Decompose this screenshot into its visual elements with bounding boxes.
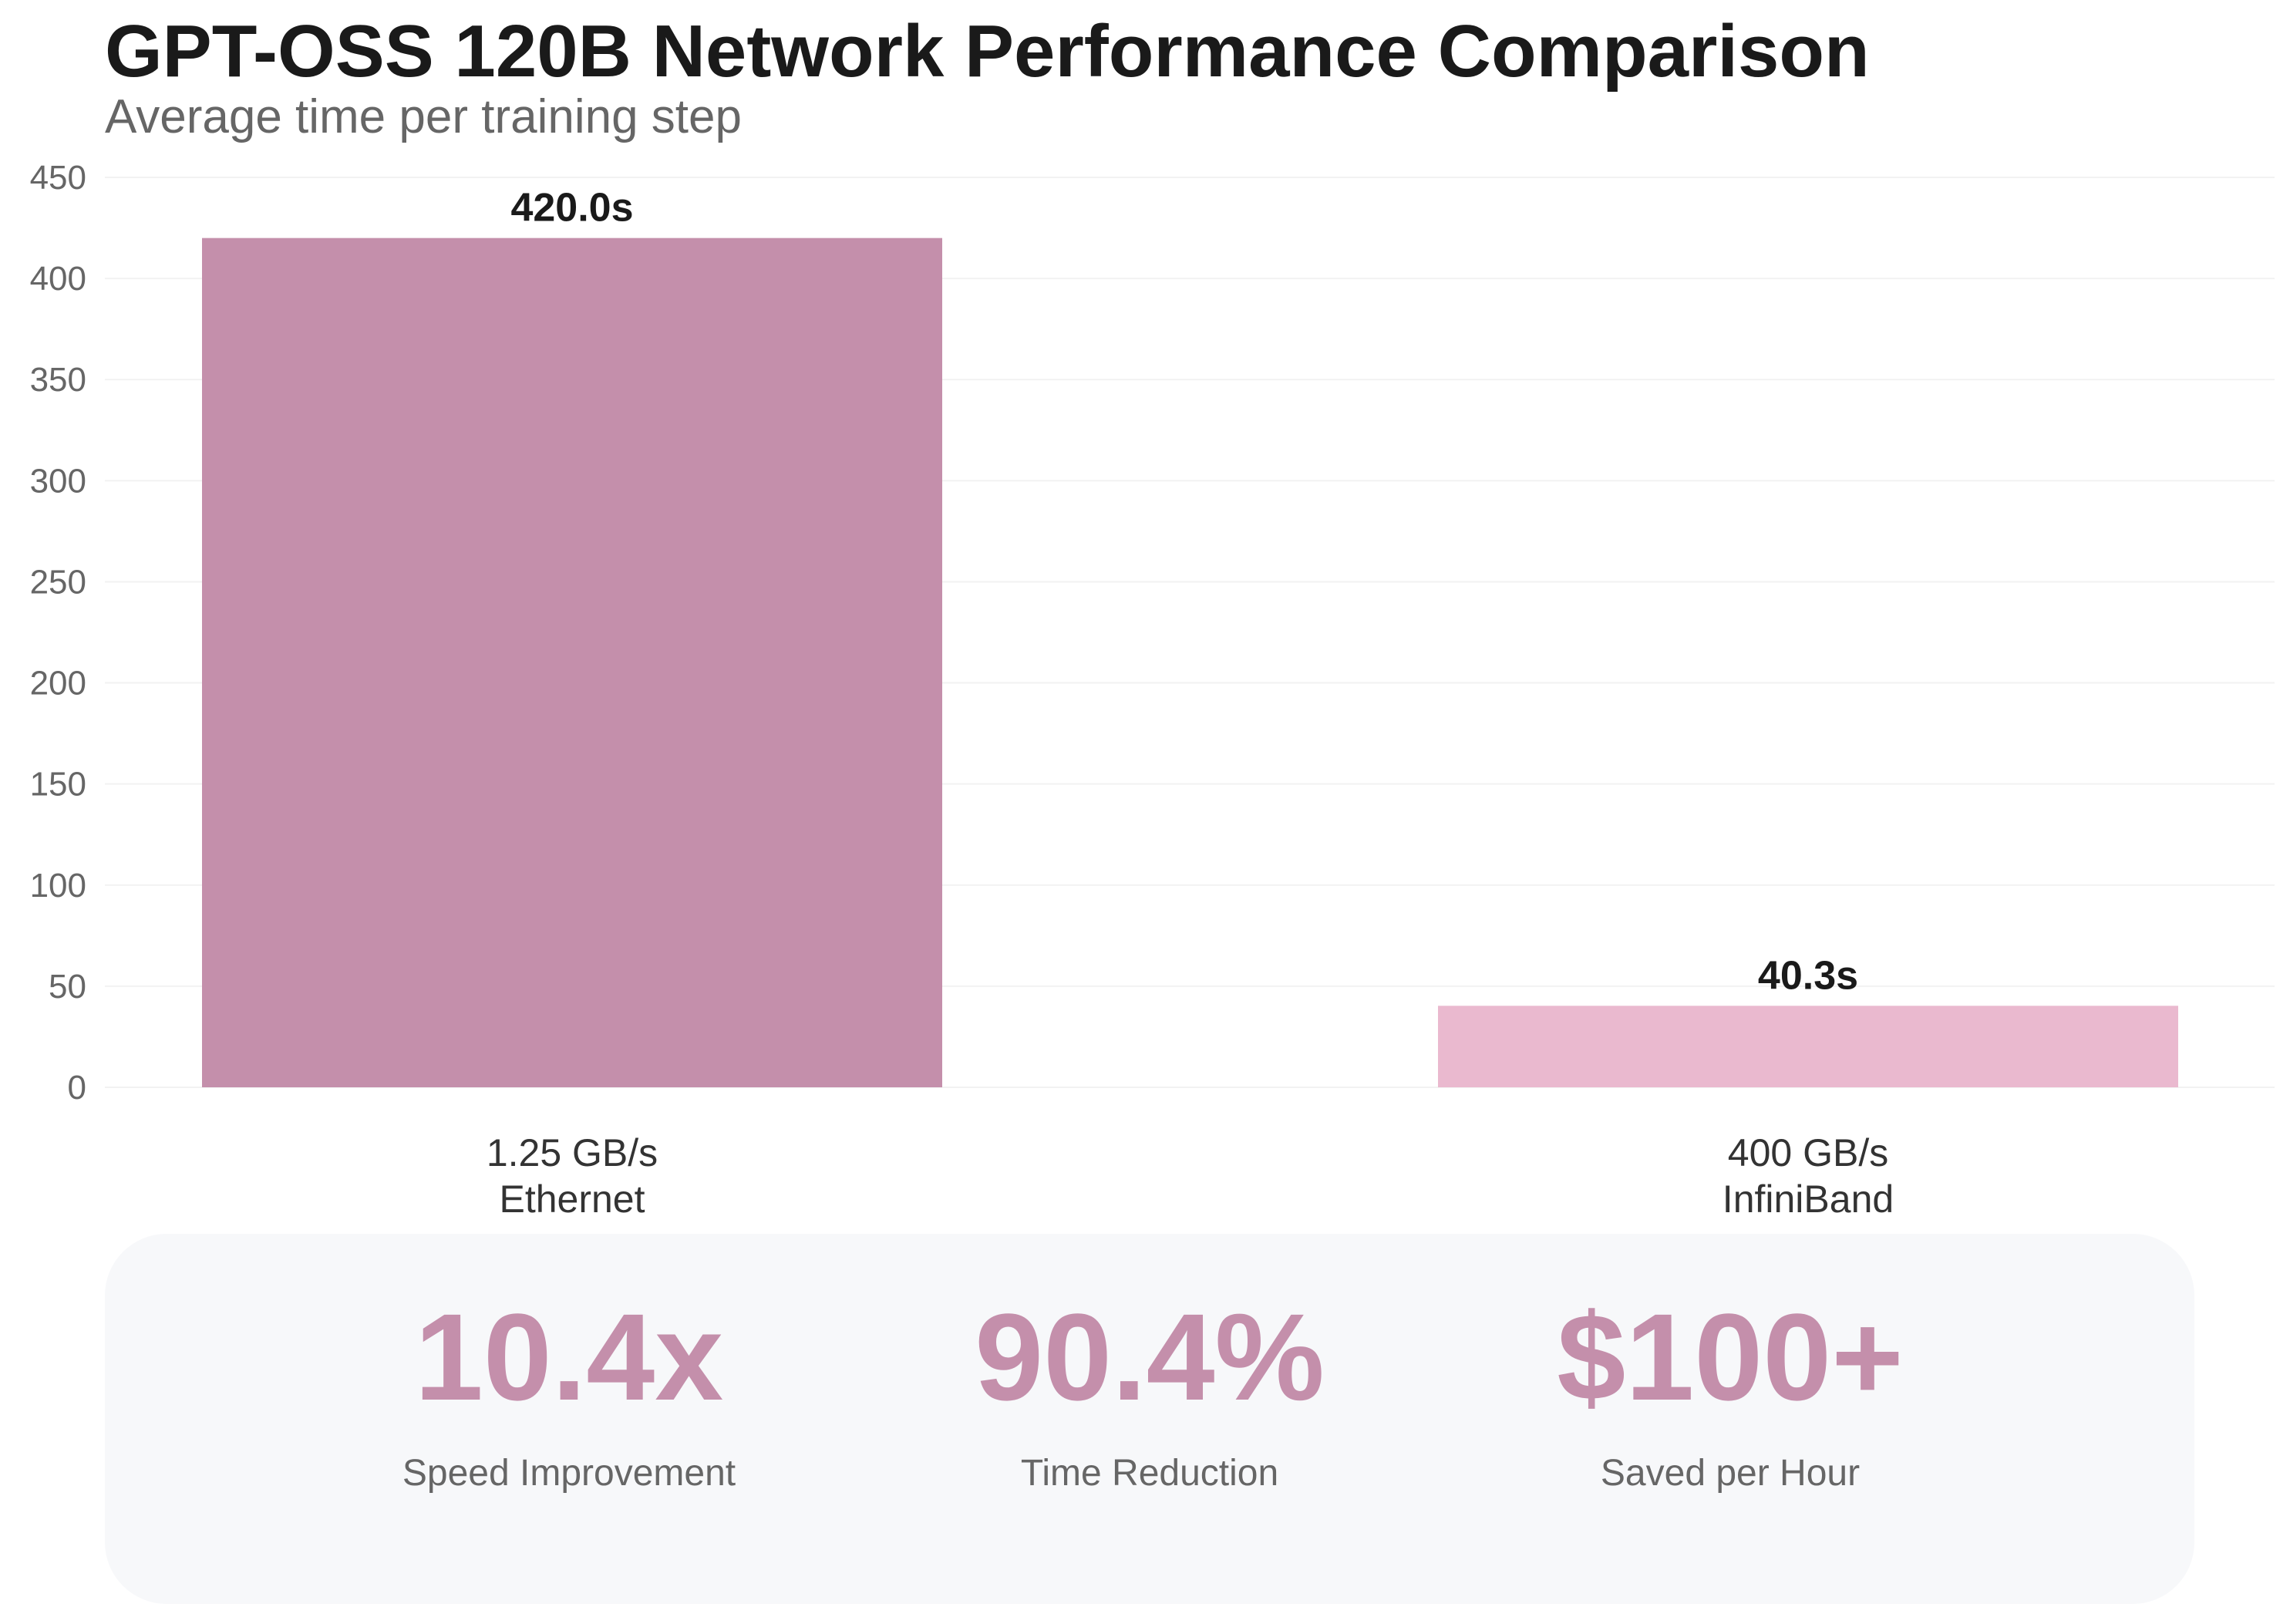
stat-time-reduction-value: 90.4% xyxy=(975,1288,1325,1426)
stat-speed-improvement-label: Speed Improvement xyxy=(402,1453,736,1494)
bar xyxy=(1438,1006,2178,1087)
stat-saved-per-hour-label: Saved per Hour xyxy=(1600,1453,1861,1494)
y-tick-label: 450 xyxy=(30,159,86,197)
y-tick-label: 300 xyxy=(30,462,86,500)
stat-time-reduction-label: Time Reduction xyxy=(1020,1453,1279,1494)
x-tick-label: 1.25 GB/s xyxy=(487,1131,658,1174)
y-tick-label: 250 xyxy=(30,563,86,601)
bar xyxy=(202,238,942,1088)
chart-title: GPT-OSS 120B Network Performance Compari… xyxy=(105,10,1870,93)
stats-panel: 10.4x Speed Improvement 90.4% Time Reduc… xyxy=(105,1234,2194,1604)
y-tick-label: 50 xyxy=(49,968,86,1006)
x-tick-label: InfiniBand xyxy=(1723,1178,1894,1221)
y-tick-label: 200 xyxy=(30,665,86,702)
y-tick-label: 150 xyxy=(30,766,86,804)
bar-value-label: 420.0s xyxy=(510,186,633,231)
y-axis-ticks: 0 50 100 150 200 250 300 350 400 450 xyxy=(30,159,86,1107)
chart-subtitle: Average time per training step xyxy=(105,90,742,143)
y-tick-label: 350 xyxy=(30,361,86,399)
y-tick-label: 100 xyxy=(30,867,86,905)
y-tick-label: 400 xyxy=(30,260,86,298)
stat-speed-improvement-value: 10.4x xyxy=(414,1288,724,1426)
bar-value-labels: 420.0s 40.3s xyxy=(510,186,1858,999)
y-tick-label: 0 xyxy=(68,1069,86,1107)
stat-saved-per-hour-value: $100+ xyxy=(1557,1288,1904,1426)
x-tick-label: Ethernet xyxy=(499,1178,645,1221)
x-tick-label: 400 GB/s xyxy=(1728,1131,1888,1174)
bars xyxy=(202,238,2178,1088)
bar-value-label: 40.3s xyxy=(1758,953,1858,998)
